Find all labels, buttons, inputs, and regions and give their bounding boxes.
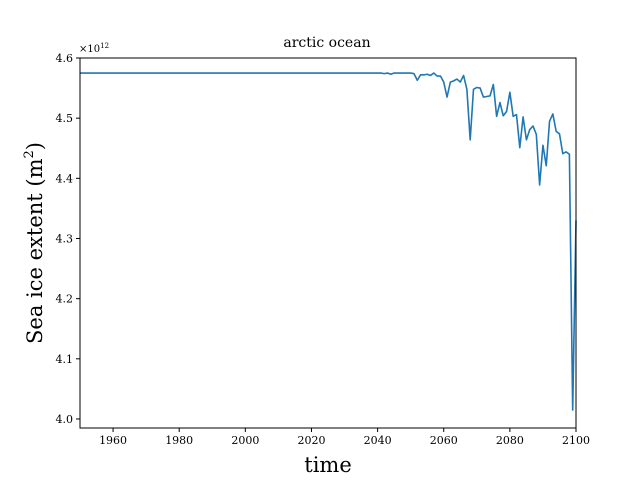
x-tick-label: 1980 [165,434,193,447]
y-axis-label-close: ) [23,142,47,150]
y-tick-label: 4.3 [56,232,74,245]
x-tick-label: 2060 [430,434,458,447]
x-tick-label: 2080 [496,434,524,447]
y-axis-label-superscript: 2 [22,150,37,158]
x-tick-label: 1960 [99,434,127,447]
y-tick-label: 4.0 [56,413,74,426]
y-axis-offset-exponent: 12 [100,42,109,50]
y-tick-label: 4.4 [56,172,74,185]
x-tick-label: 2100 [562,434,590,447]
y-tick-label: 4.1 [56,353,74,366]
y-tick-label: 4.2 [56,293,74,306]
plot-frame [79,57,577,429]
x-tick-label: 2020 [297,434,325,447]
plot-content [80,72,577,411]
y-tick-label: 4.5 [56,112,74,125]
chart-title: arctic ocean [283,35,370,51]
y-axis-offset-base: ×10 [79,44,100,55]
y-axis-label-main: Sea ice extent (m [23,158,47,344]
series-line-0 [80,72,577,411]
y-axis-label: Sea ice extent (m2) [22,142,47,344]
x-tick-label: 2040 [364,434,392,447]
x-tick-label: 2000 [231,434,259,447]
x-axis-label: time [304,453,352,477]
y-axis-offset: ×1012 [79,42,109,55]
y-axis-ticks: 4.0 4.1 4.2 4.3 4.4 4.5 4.6 [56,52,80,426]
x-axis-ticks: 1960 1980 2000 2020 2040 2060 2080 2100 [99,428,590,447]
y-tick-label: 4.6 [56,52,74,65]
